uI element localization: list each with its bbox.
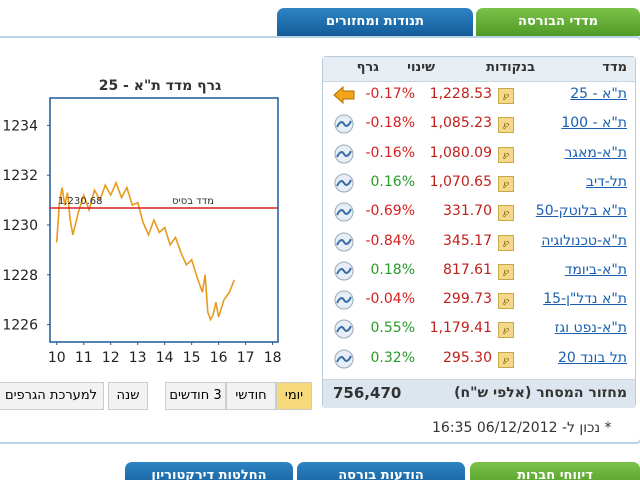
graph-icon[interactable] bbox=[332, 113, 356, 135]
points-value: 295.30 bbox=[443, 349, 492, 366]
y-tick-label: 1234 bbox=[2, 118, 38, 134]
column-header: מדד bbox=[602, 60, 627, 75]
x-tick-label: 16 bbox=[210, 350, 228, 366]
tab[interactable]: הודעות בורסה bbox=[297, 462, 465, 480]
x-tick-label: 15 bbox=[183, 350, 201, 366]
x-tick-label: 17 bbox=[237, 350, 255, 366]
base-text: מדד בסיס bbox=[172, 196, 214, 207]
graph-icon[interactable] bbox=[332, 318, 356, 340]
points-value: 817.61 bbox=[443, 261, 492, 278]
change-value: -0.17% bbox=[365, 86, 415, 102]
turnover-value: 756,470 bbox=[333, 384, 402, 402]
index-link[interactable]: ת"א - 100 bbox=[561, 115, 627, 132]
chart: גרף מדד ת"א - 25 1226 1228 1230 1232 1234 10 1… bbox=[2, 78, 282, 366]
y-tick-label: 1230 bbox=[2, 218, 38, 234]
x-tick-label: 11 bbox=[75, 350, 93, 366]
graph-icon[interactable] bbox=[332, 143, 356, 165]
column-header: שינוי bbox=[407, 60, 435, 75]
column-header: גרף bbox=[356, 60, 379, 75]
graph-icon[interactable] bbox=[332, 289, 356, 311]
graph-icon[interactable] bbox=[332, 201, 356, 223]
graph-icon[interactable] bbox=[332, 348, 356, 370]
price-line bbox=[55, 180, 236, 322]
info-icon[interactable]: ℘ bbox=[498, 175, 514, 192]
x-tick-label: 13 bbox=[129, 350, 147, 366]
change-value: 0.32% bbox=[370, 349, 415, 366]
range-button[interactable]: שנה bbox=[108, 382, 148, 410]
index-link[interactable]: ת"א-נפט וגז bbox=[554, 320, 627, 337]
x-tick-label: 12 bbox=[102, 350, 120, 366]
change-value: -0.84% bbox=[365, 232, 415, 249]
info-icon[interactable]: ℘ bbox=[498, 205, 514, 222]
panel bbox=[0, 36, 640, 444]
y-tick-label: 1232 bbox=[2, 168, 38, 184]
index-link[interactable]: ת"א-ביומד bbox=[564, 261, 627, 278]
range-button[interactable]: 3 חודשים bbox=[165, 382, 226, 410]
points-value: 1,070.65 bbox=[429, 173, 492, 190]
change-value: -0.18% bbox=[365, 115, 415, 132]
index-table: מדד בנקודות שינוי גרף ת"א - 25 ℘ 1,228.53 -0.17… bbox=[322, 56, 636, 408]
arrow-icon[interactable] bbox=[332, 84, 356, 106]
x-tick-label: 18 bbox=[264, 350, 282, 366]
change-value: -0.69% bbox=[365, 203, 415, 220]
points-value: 1,085.23 bbox=[429, 115, 492, 132]
plot-frame bbox=[49, 97, 279, 343]
points-value: 345.17 bbox=[443, 232, 492, 249]
range-button[interactable]: למערכת הגרפים bbox=[0, 382, 104, 410]
info-icon[interactable]: ℘ bbox=[498, 263, 514, 280]
base-label: 1,230.68 bbox=[58, 196, 103, 207]
y-tick-label: 1226 bbox=[2, 318, 38, 334]
change-value: 0.55% bbox=[370, 320, 415, 337]
tab[interactable]: מדדי הבורסה bbox=[476, 8, 640, 36]
column-header: בנקודות bbox=[486, 60, 535, 75]
info-icon[interactable]: ℘ bbox=[498, 88, 514, 104]
points-value: 1,179.41 bbox=[429, 320, 492, 337]
points-value: 299.73 bbox=[443, 291, 492, 308]
info-icon[interactable]: ℘ bbox=[498, 322, 514, 339]
points-value: 1,228.53 bbox=[429, 86, 492, 102]
change-value: 0.18% bbox=[370, 261, 415, 278]
index-link[interactable]: ת"א - 25 bbox=[570, 86, 627, 102]
index-link[interactable]: תל בונד 20 bbox=[557, 349, 627, 366]
x-tick-label: 14 bbox=[156, 350, 174, 366]
index-link[interactable]: ת"א נדל"ן-15 bbox=[543, 291, 627, 308]
info-icon[interactable]: ℘ bbox=[498, 117, 514, 134]
graph-icon[interactable] bbox=[332, 260, 356, 282]
points-value: 331.70 bbox=[443, 203, 492, 220]
index-link[interactable]: ת"א-טכנולוגיה bbox=[541, 232, 627, 249]
x-tick-label: 10 bbox=[48, 350, 66, 366]
range-button[interactable]: יומי bbox=[276, 382, 312, 410]
table-footer bbox=[323, 379, 635, 408]
graph-icon[interactable] bbox=[332, 231, 356, 253]
points-value: 1,080.09 bbox=[429, 144, 492, 161]
info-icon[interactable]: ℘ bbox=[498, 234, 514, 251]
index-link[interactable]: ת"א-מאגר bbox=[564, 144, 627, 161]
info-icon[interactable]: ℘ bbox=[498, 146, 514, 163]
tab[interactable]: תנודות ומחזורים bbox=[277, 8, 473, 36]
turnover-label: מחזור המסחר (אלפי ש"ח) bbox=[454, 385, 627, 401]
index-link[interactable]: תל-דיב bbox=[585, 173, 627, 190]
updated-time: * נכון ל- 06/12/2012 16:35 bbox=[432, 420, 612, 436]
info-icon[interactable]: ℘ bbox=[498, 293, 514, 310]
tab[interactable]: דיווחי חברות bbox=[470, 462, 640, 480]
graph-icon[interactable] bbox=[332, 172, 356, 194]
index-link[interactable]: ת"א בלוטק-50 bbox=[535, 203, 627, 220]
chart-title: גרף מדד ת"א - 25 bbox=[99, 78, 222, 94]
change-value: 0.16% bbox=[370, 173, 415, 190]
tab[interactable]: החלטות דירקטוריון bbox=[125, 462, 293, 480]
y-tick-label: 1228 bbox=[2, 268, 38, 284]
change-value: -0.16% bbox=[365, 144, 415, 161]
info-icon[interactable]: ℘ bbox=[498, 351, 514, 368]
range-button[interactable]: חודשי bbox=[226, 382, 276, 410]
table-header bbox=[323, 57, 635, 82]
change-value: -0.04% bbox=[365, 291, 415, 308]
